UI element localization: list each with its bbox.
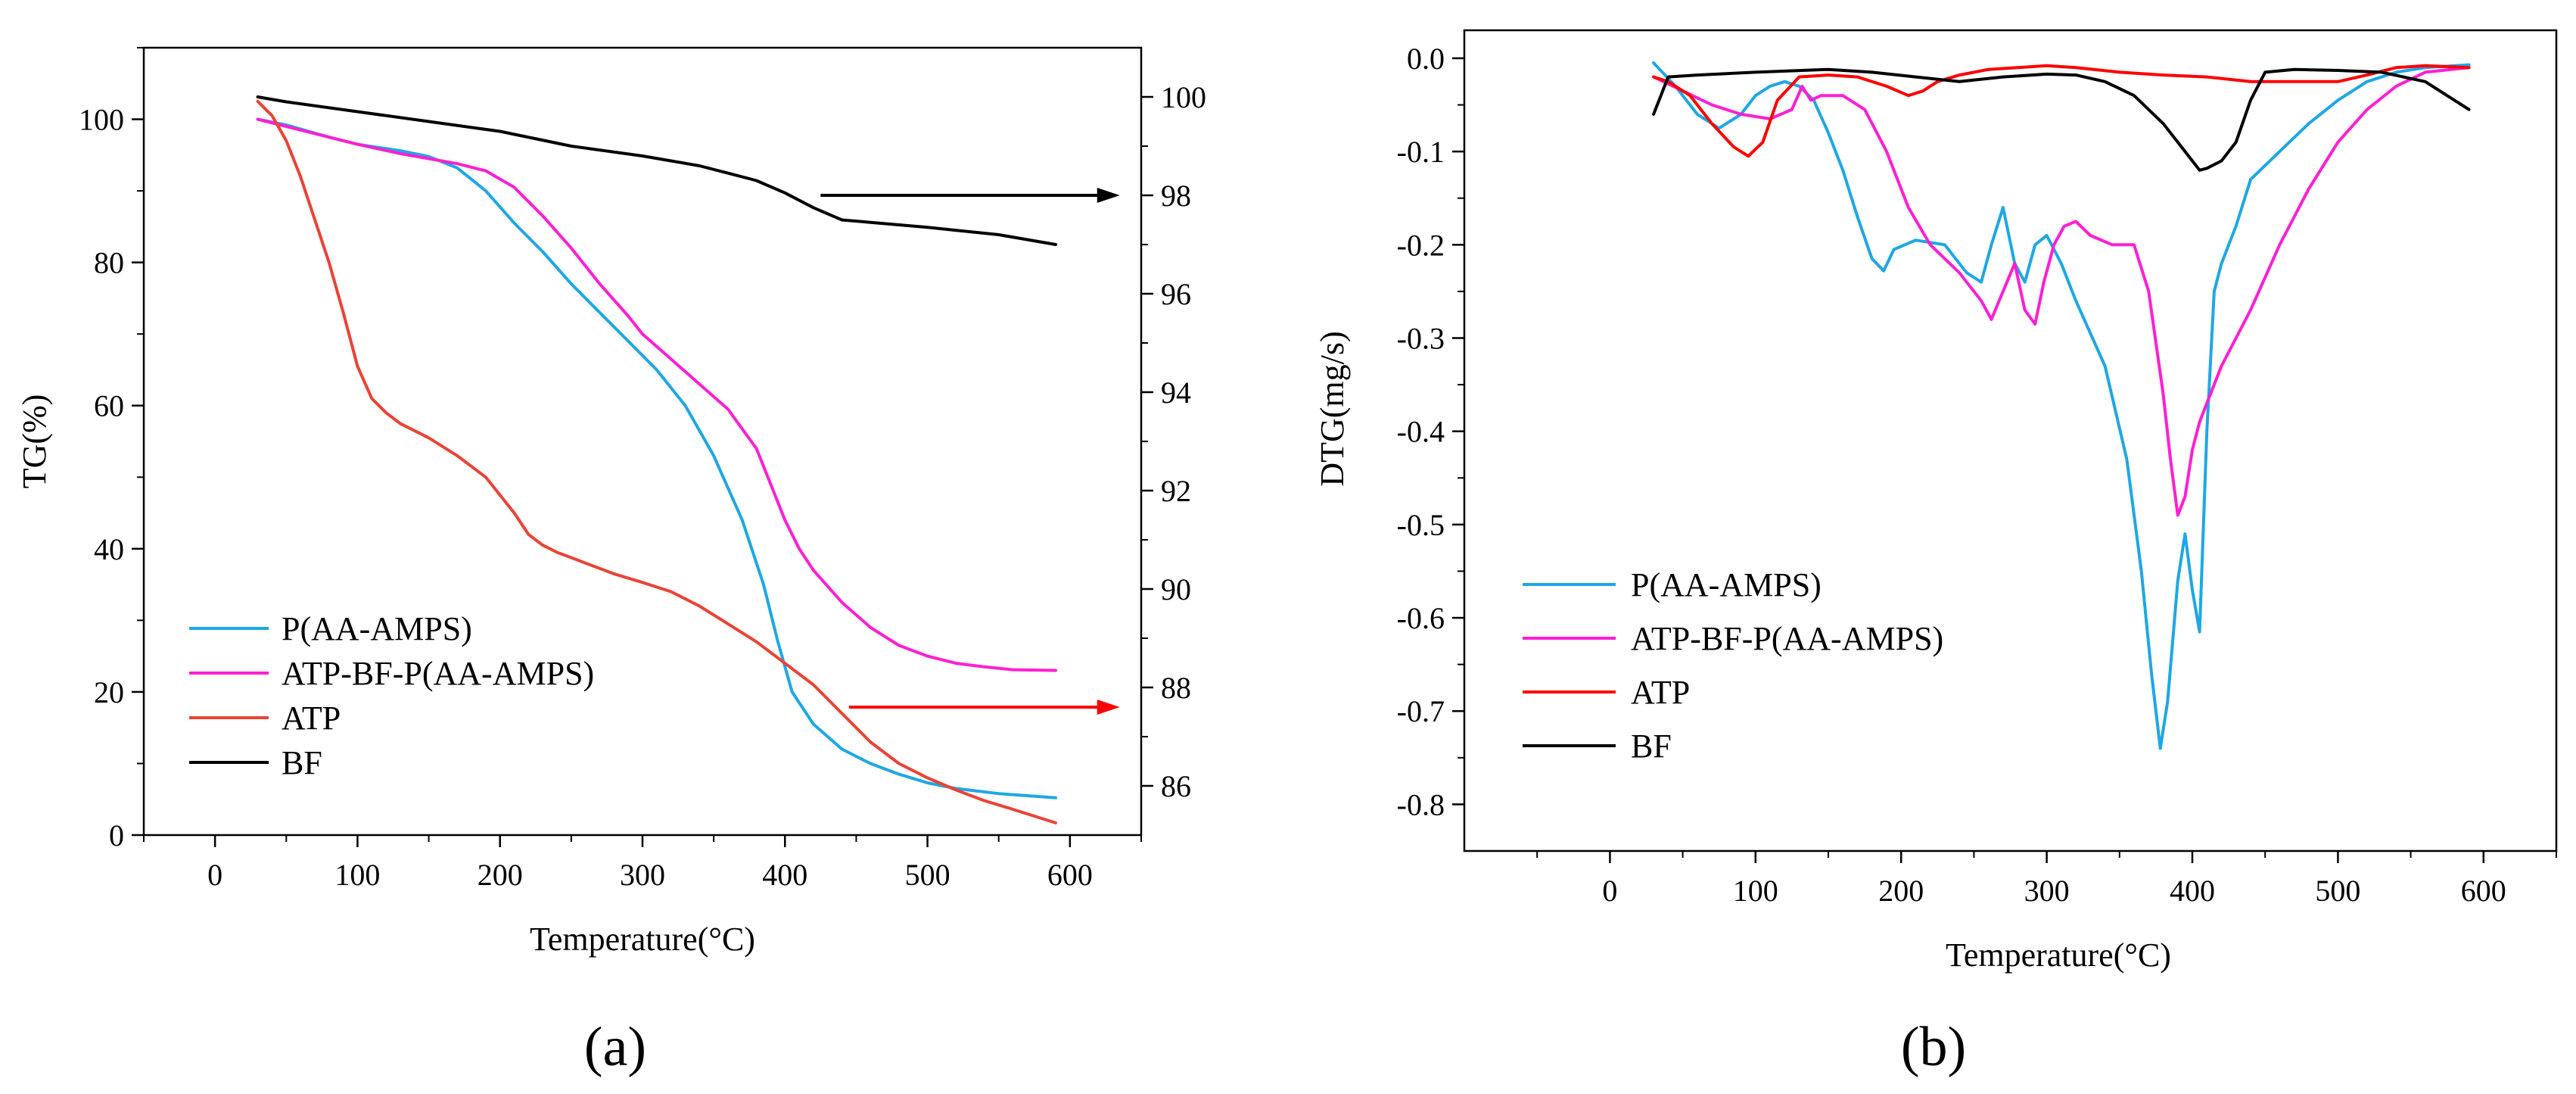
annotation-arrow-red bbox=[849, 700, 1120, 715]
panel-a-label: (a) bbox=[584, 1016, 646, 1078]
legend-label-p-aa-amps: P(AA-AMPS) bbox=[1631, 566, 1822, 603]
x-tick-label: 400 bbox=[2170, 874, 2215, 908]
x-tick-label: 100 bbox=[334, 858, 380, 892]
series-line-atp-bf-p-aa-amps bbox=[256, 117, 1057, 672]
y-tick-label: -0.3 bbox=[1397, 322, 1445, 356]
legend-label-bf: BF bbox=[1631, 728, 1672, 765]
legend-label-atp: ATP bbox=[1631, 674, 1690, 711]
y-tick-label: 0.0 bbox=[1407, 42, 1445, 76]
panel-a-y2-ticks: 86 88 90 92 94 96 98 100 bbox=[1141, 80, 1206, 803]
y-tick-label: 40 bbox=[94, 532, 124, 566]
y2-tick-label: 88 bbox=[1161, 671, 1191, 705]
series-line-p-aa-amps bbox=[256, 117, 1057, 799]
x-tick-label: 300 bbox=[620, 858, 665, 892]
x-tick-label: 600 bbox=[1047, 858, 1093, 892]
x-tick-label: 300 bbox=[2024, 874, 2070, 908]
panel-a-legend: P(AA-AMPS) ATP-BF-P(AA-AMPS) ATP BF bbox=[189, 610, 594, 781]
legend-label-atp-bf-p-aa-amps: ATP-BF-P(AA-AMPS) bbox=[1631, 620, 1943, 657]
y-tick-label: 100 bbox=[79, 103, 124, 137]
y-tick-label: 20 bbox=[94, 675, 124, 709]
x-tick-label: 0 bbox=[1602, 874, 1617, 908]
panel-b-x-axis-title: Temperature(°C) bbox=[1946, 937, 2171, 974]
x-tick-label: 200 bbox=[478, 858, 523, 892]
panel-b-label: (b) bbox=[1901, 1016, 1966, 1078]
x-tick-label: 0 bbox=[207, 858, 222, 892]
series-line-bf bbox=[256, 95, 1057, 246]
legend-label-atp: ATP bbox=[282, 700, 341, 737]
series-line-atp-bf-p-aa-amps bbox=[1652, 66, 2471, 517]
y2-tick-label: 92 bbox=[1161, 474, 1191, 508]
y-tick-label: -0.8 bbox=[1397, 787, 1445, 821]
series-line-atp bbox=[256, 99, 1057, 824]
annotation-arrow-black bbox=[820, 188, 1120, 203]
x-tick-label: 200 bbox=[1878, 874, 1924, 908]
y-tick-label: -0.5 bbox=[1397, 508, 1445, 542]
y-tick-label: 80 bbox=[94, 246, 124, 280]
y-tick-label: -0.2 bbox=[1397, 228, 1445, 262]
y-tick-label: -0.7 bbox=[1397, 694, 1445, 728]
panel-b-y-axis-title: DTG(mg/s) bbox=[1314, 331, 1351, 486]
y-tick-label: -0.1 bbox=[1397, 135, 1445, 169]
panel-a-x-axis-title: Temperature(°C) bbox=[530, 921, 755, 958]
y2-tick-label: 90 bbox=[1161, 572, 1191, 606]
y2-tick-label: 96 bbox=[1161, 277, 1191, 311]
panel-a-tg-chart: 0 100 200 300 400 500 600 0 20 40 60 80 100 86 88 90 9… bbox=[16, 46, 1206, 1078]
panel-b-legend: P(AA-AMPS) ATP-BF-P(AA-AMPS) ATP BF bbox=[1523, 566, 1943, 765]
panel-b-y-ticks: 0.0 -0.1 -0.2 -0.3 -0.4 -0.5 -0.6 -0.7 -0.8 bbox=[1397, 42, 1464, 821]
x-tick-label: 500 bbox=[2315, 874, 2360, 908]
legend-label-p-aa-amps: P(AA-AMPS) bbox=[282, 610, 472, 647]
panel-b-series bbox=[1652, 61, 2471, 750]
y-tick-label: -0.6 bbox=[1397, 601, 1445, 635]
x-tick-label: 600 bbox=[2461, 874, 2506, 908]
y-tick-label: -0.4 bbox=[1397, 415, 1445, 449]
legend-label-atp-bf-p-aa-amps: ATP-BF-P(AA-AMPS) bbox=[282, 655, 594, 692]
panel-a-y-axis-title: TG(%) bbox=[16, 394, 53, 489]
series-line-atp bbox=[1652, 64, 2471, 158]
y2-tick-label: 86 bbox=[1161, 769, 1191, 803]
series-line-bf bbox=[1652, 67, 2471, 172]
panel-b-plot-frame bbox=[1463, 29, 2558, 852]
panel-a-x-ticks: 0 100 200 300 400 500 600 bbox=[143, 835, 1142, 892]
y2-tick-label: 94 bbox=[1161, 376, 1191, 410]
x-tick-label: 100 bbox=[1733, 874, 1778, 908]
panel-a-series bbox=[256, 95, 1057, 824]
panel-b-dtg-chart: 0 100 200 300 400 500 600 0.0 -0.1 -0.2 -0.3 -0.4 -… bbox=[1314, 29, 2558, 1078]
y-tick-label: 60 bbox=[94, 389, 124, 423]
panel-a-annotations bbox=[820, 188, 1120, 715]
panel-a-y-ticks: 0 20 40 60 80 100 bbox=[79, 47, 144, 852]
legend-label-bf: BF bbox=[282, 744, 322, 781]
y-tick-label: 0 bbox=[109, 818, 124, 852]
y2-tick-label: 100 bbox=[1161, 80, 1206, 114]
x-tick-label: 500 bbox=[905, 858, 950, 892]
panel-b-x-ticks: 0 100 200 300 400 500 600 bbox=[1536, 851, 2557, 908]
y2-tick-label: 98 bbox=[1161, 179, 1191, 213]
x-tick-label: 400 bbox=[762, 858, 807, 892]
